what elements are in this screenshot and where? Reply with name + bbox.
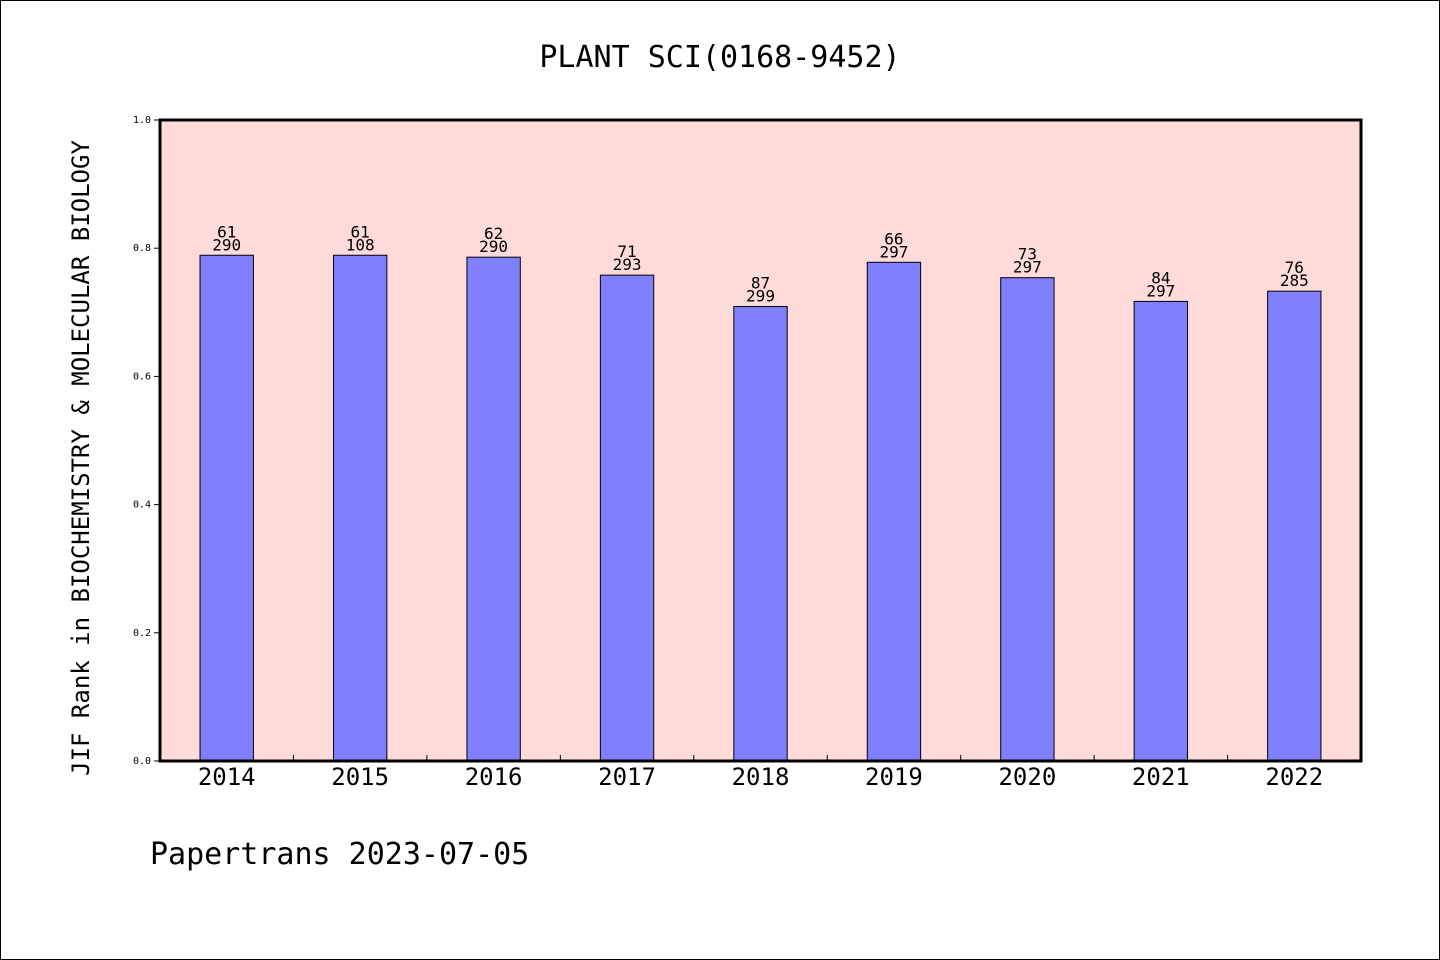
bar-rank-label: 61 <box>351 222 370 241</box>
bar-2015 <box>332 254 388 762</box>
y-tick-label: 0.0 <box>133 756 151 767</box>
y-axis: 0.0 0.2 0.4 0.6 0.8 1.0 <box>133 115 160 767</box>
bar-total-label: 299 <box>746 287 775 306</box>
plot-border <box>158 118 1363 763</box>
bar-rank-label: 73 <box>1018 245 1037 264</box>
y-tick-label: 0.6 <box>133 371 151 382</box>
bar-total-label: 290 <box>479 237 508 256</box>
bar-2017 <box>599 274 655 762</box>
y-tick-label: 0.2 <box>133 628 151 639</box>
x-tick-label: 2020 <box>998 763 1056 791</box>
x-tick-label: 2014 <box>198 763 256 791</box>
bar-2016 <box>466 256 521 762</box>
chart-title: PLANT SCI(0168-9452) <box>539 40 900 75</box>
x-tick-label: 2019 <box>865 763 923 791</box>
bar-rank-label: 76 <box>1285 258 1304 277</box>
bar-total-label: 108 <box>346 235 375 254</box>
bar-total-label: 293 <box>613 255 642 274</box>
x-axis: 2014 2015 2016 2017 2018 2019 2020 2021 2022 <box>198 755 1323 791</box>
footer-text: Papertrans 2023-07-05 <box>150 837 529 872</box>
bar-rank-label: 71 <box>617 242 636 261</box>
x-tick-label: 2016 <box>465 763 523 791</box>
y-tick-label: 0.4 <box>133 500 151 511</box>
bar-rank-label: 61 <box>217 222 236 241</box>
y-tick-label: 1.0 <box>133 115 151 126</box>
bar-2014 <box>199 254 254 762</box>
bar-2018 <box>733 306 788 762</box>
bar-rank-label: 87 <box>751 274 770 293</box>
x-tick-label: 2018 <box>732 763 790 791</box>
bar-2022 <box>1267 290 1322 762</box>
bar-rank-label: 62 <box>484 224 503 243</box>
bar-total-label: 297 <box>1146 281 1175 300</box>
bar-2019 <box>866 261 922 762</box>
bar-total-label: 297 <box>1013 258 1042 277</box>
bar-2021 <box>1133 300 1189 762</box>
bar-total-label: 285 <box>1280 271 1309 290</box>
bar-rank-label: 84 <box>1151 268 1170 287</box>
y-axis-label: JIF Rank in BIOCHEMISTRY & MOLECULAR BIO… <box>67 140 95 776</box>
x-tick-label: 2021 <box>1132 763 1190 791</box>
bar-total-label: 290 <box>212 235 241 254</box>
x-tick-label: 2015 <box>331 763 389 791</box>
bar-rank-label: 66 <box>884 229 903 248</box>
bar-total-label: 297 <box>879 242 908 261</box>
bar-2020 <box>1000 277 1055 762</box>
y-tick-label: 0.8 <box>133 243 151 254</box>
x-tick-label: 2017 <box>598 763 656 791</box>
bars-group <box>199 254 1322 762</box>
x-tick-label: 2022 <box>1265 763 1323 791</box>
